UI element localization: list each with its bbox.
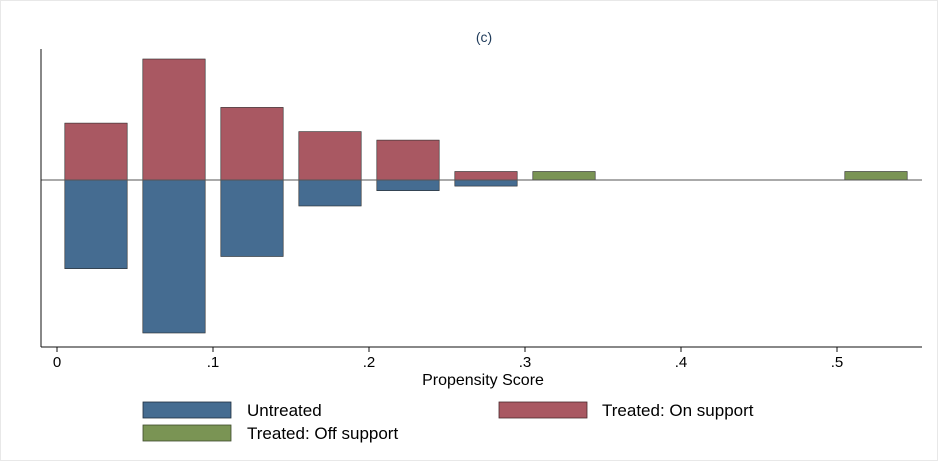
legend: Untreated Treated: On support Treated: O… — [142, 401, 754, 443]
bar-untreated-0 — [64, 179, 128, 269]
bar-untreated-2 — [220, 179, 284, 257]
x-ticks: 0 .1 .2 .3 .4 .5 — [53, 347, 843, 371]
bar-treated-on-support-1 — [142, 58, 206, 181]
bar-untreated-5 — [454, 179, 518, 187]
x-tick-label-1: .1 — [207, 354, 220, 371]
bar-treated-off-support-1 — [844, 171, 908, 181]
bar-treated-on-support-4 — [376, 139, 440, 181]
bar-treated-on-support-2 — [220, 107, 284, 181]
legend-item-treated-on-support: Treated: On support — [498, 401, 754, 420]
legend-label-treated-on-support: Treated: On support — [602, 401, 754, 420]
bar-untreated-1 — [142, 179, 206, 334]
legend-item-treated-off-support: Treated: Off support — [142, 424, 398, 443]
x-axis-title: Propensity Score — [422, 372, 544, 389]
bar-treated-on-support-5 — [454, 171, 518, 181]
legend-item-untreated: Untreated — [142, 401, 322, 420]
bar-treated-off-support-0 — [532, 171, 596, 181]
legend-label-treated-off-support: Treated: Off support — [247, 424, 398, 443]
legend-label-untreated: Untreated — [247, 401, 322, 420]
bar-untreated-3 — [298, 179, 362, 207]
bar-treated-on-support-3 — [298, 131, 362, 181]
x-tick-label-3: .3 — [519, 354, 532, 371]
bar-untreated-4 — [376, 179, 440, 191]
legend-swatch-treated-on-support — [498, 401, 588, 419]
x-tick-label-2: .2 — [363, 354, 376, 371]
x-tick-label-0: 0 — [53, 354, 61, 371]
legend-swatch-untreated — [142, 401, 232, 419]
bars-layer — [64, 58, 908, 334]
x-tick-label-4: .4 — [675, 354, 688, 371]
legend-swatch-treated-off-support — [142, 424, 232, 442]
chart-title: (c) — [476, 29, 492, 45]
bar-treated-on-support-0 — [64, 122, 128, 181]
x-tick-label-5: .5 — [831, 354, 844, 371]
